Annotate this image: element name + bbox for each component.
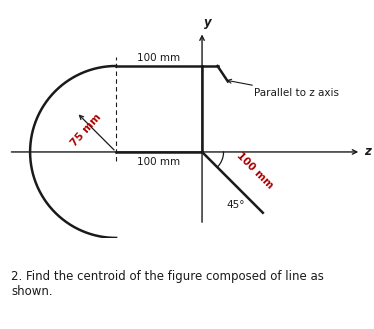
Text: y: y: [204, 16, 211, 29]
Text: 100 mm: 100 mm: [138, 53, 181, 63]
Text: z: z: [364, 145, 371, 159]
Text: 2. Find the centroid of the figure composed of line as
shown.: 2. Find the centroid of the figure compo…: [11, 270, 324, 298]
Text: 100 mm: 100 mm: [234, 150, 275, 191]
Text: 45°: 45°: [226, 200, 245, 210]
Text: 75 mm: 75 mm: [69, 113, 103, 149]
Text: Parallel to z axis: Parallel to z axis: [227, 79, 338, 98]
Text: 100 mm: 100 mm: [138, 157, 181, 167]
